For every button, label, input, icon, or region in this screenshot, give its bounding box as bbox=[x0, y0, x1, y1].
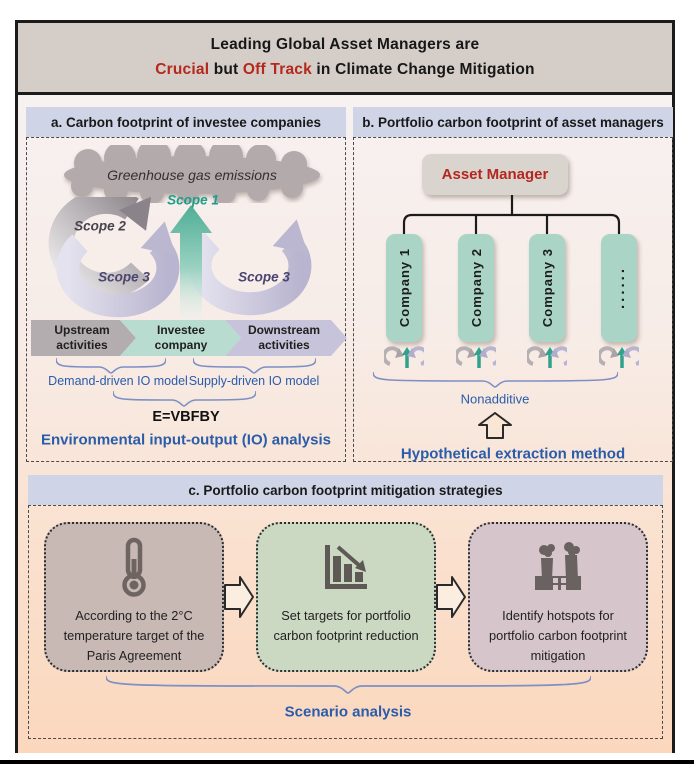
bottom-rule bbox=[0, 760, 694, 764]
panel-a-method-label: Environmental input-output (IO) analysis bbox=[40, 431, 332, 449]
mini-scope-arrows-icon bbox=[599, 346, 639, 368]
step-set-targets-text: Set targets for portfolio carbon footpri… bbox=[273, 608, 419, 643]
scope-arrows-graphic bbox=[48, 197, 312, 321]
upstream-chevron bbox=[31, 320, 136, 356]
company-ellipsis-box: ...... bbox=[601, 234, 637, 342]
scope2-label: Scope 2 bbox=[74, 218, 126, 234]
downstream-label: Downstream activities bbox=[247, 323, 321, 352]
up-block-arrow-icon bbox=[478, 412, 512, 439]
panel-b-header-label: b. Portfolio carbon footprint of asset m… bbox=[362, 114, 664, 130]
mini-scope-arrows-icon bbox=[527, 346, 567, 368]
step-identify-hotspots-text: Identify hotspots for portfolio carbon f… bbox=[488, 608, 627, 663]
mini-scope-arrows-icon bbox=[456, 346, 496, 368]
panel-c-header-label: c. Portfolio carbon footprint mitigation… bbox=[188, 482, 503, 498]
cloud-label: Greenhouse gas emissions bbox=[107, 167, 277, 183]
merge-brace bbox=[113, 391, 256, 407]
io-formula: E=VBFBY bbox=[152, 409, 220, 425]
right-block-arrow-icon bbox=[224, 576, 254, 618]
scope2-arrowhead bbox=[119, 197, 152, 231]
step-paris-target-text: According to the 2°C temperature target … bbox=[63, 608, 205, 663]
figure-title-line2: Crucial but Off Track in Climate Change … bbox=[155, 61, 534, 79]
nonadditive-label: Nonadditive bbox=[460, 391, 530, 407]
step-paris-target-box: According to the 2°C temperature target … bbox=[44, 522, 224, 672]
mini-scope-arrows-icon bbox=[384, 346, 424, 368]
panel-c-body bbox=[28, 505, 663, 739]
declining-bar-chart-icon bbox=[321, 532, 371, 604]
value-chain-chevrons bbox=[31, 320, 347, 356]
scope3-right-arrowhead bbox=[272, 219, 308, 254]
panel-a-body bbox=[26, 137, 346, 462]
investee-label: Investee company bbox=[154, 323, 208, 352]
company-2-label: Company 2 bbox=[468, 248, 484, 328]
panel-b-header: b. Portfolio carbon footprint of asset m… bbox=[353, 107, 673, 137]
company-3-label: Company 3 bbox=[539, 248, 555, 328]
company-ellipsis-label: ...... bbox=[610, 266, 628, 310]
company-1-label: Company 1 bbox=[396, 248, 412, 328]
asset-manager-box: Asset Manager bbox=[422, 154, 568, 195]
scenario-brace bbox=[106, 676, 591, 694]
panel-a-header: a. Carbon footprint of investee companie… bbox=[26, 107, 346, 137]
nonadditive-brace bbox=[373, 372, 618, 388]
title-offtrack-text: Off Track bbox=[242, 61, 312, 78]
company-1-box: Company 1 bbox=[386, 234, 422, 342]
greenhouse-gas-cloud bbox=[64, 145, 320, 203]
panel-c-header: c. Portfolio carbon footprint mitigation… bbox=[28, 475, 663, 505]
step-set-targets-box: Set targets for portfolio carbon footpri… bbox=[256, 522, 436, 672]
panel-b-body bbox=[353, 137, 673, 462]
step-identify-hotspots-box: Identify hotspots for portfolio carbon f… bbox=[468, 522, 648, 672]
scope3-left-arrow bbox=[56, 234, 180, 318]
scope1-arrow bbox=[170, 205, 212, 321]
scope3-left-arrowhead bbox=[140, 221, 176, 256]
title-rest-text: in Climate Change Mitigation bbox=[311, 61, 535, 78]
supply-brace bbox=[193, 358, 316, 374]
upstream-label: Upstream activities bbox=[54, 323, 110, 352]
scope3-left-label: Scope 3 bbox=[98, 269, 150, 285]
demand-brace bbox=[56, 358, 166, 374]
figure-title-bar: Leading Global Asset Managers are Crucia… bbox=[18, 23, 672, 95]
figure-frame: Leading Global Asset Managers are Crucia… bbox=[15, 20, 675, 753]
panel-a-header-label: a. Carbon footprint of investee companie… bbox=[50, 114, 322, 130]
title-but-text: but bbox=[209, 61, 243, 78]
scenario-analysis-label: Scenario analysis bbox=[284, 703, 412, 721]
company-2-box: Company 2 bbox=[458, 234, 494, 342]
supply-model-label: Supply-driven IO model bbox=[188, 374, 320, 388]
panel-b-method-label: Hypothetical extraction method bbox=[400, 445, 626, 463]
figure-title-line1: Leading Global Asset Managers are bbox=[210, 36, 480, 53]
title-crucial-text: Crucial bbox=[155, 61, 210, 78]
demand-model-label: Demand-driven IO model bbox=[48, 374, 188, 388]
investee-chevron bbox=[120, 320, 241, 356]
asset-manager-label: Asset Manager bbox=[441, 166, 549, 183]
downstream-chevron bbox=[225, 320, 347, 356]
right-block-arrow-icon bbox=[436, 576, 466, 618]
company-3-box: Company 3 bbox=[529, 234, 565, 342]
scope1-label: Scope 1 bbox=[167, 192, 219, 208]
factory-icon bbox=[531, 532, 585, 604]
scope3-right-label: Scope 3 bbox=[238, 269, 290, 285]
ownership-tree-connector bbox=[402, 195, 621, 235]
thermometer-icon bbox=[117, 532, 151, 604]
